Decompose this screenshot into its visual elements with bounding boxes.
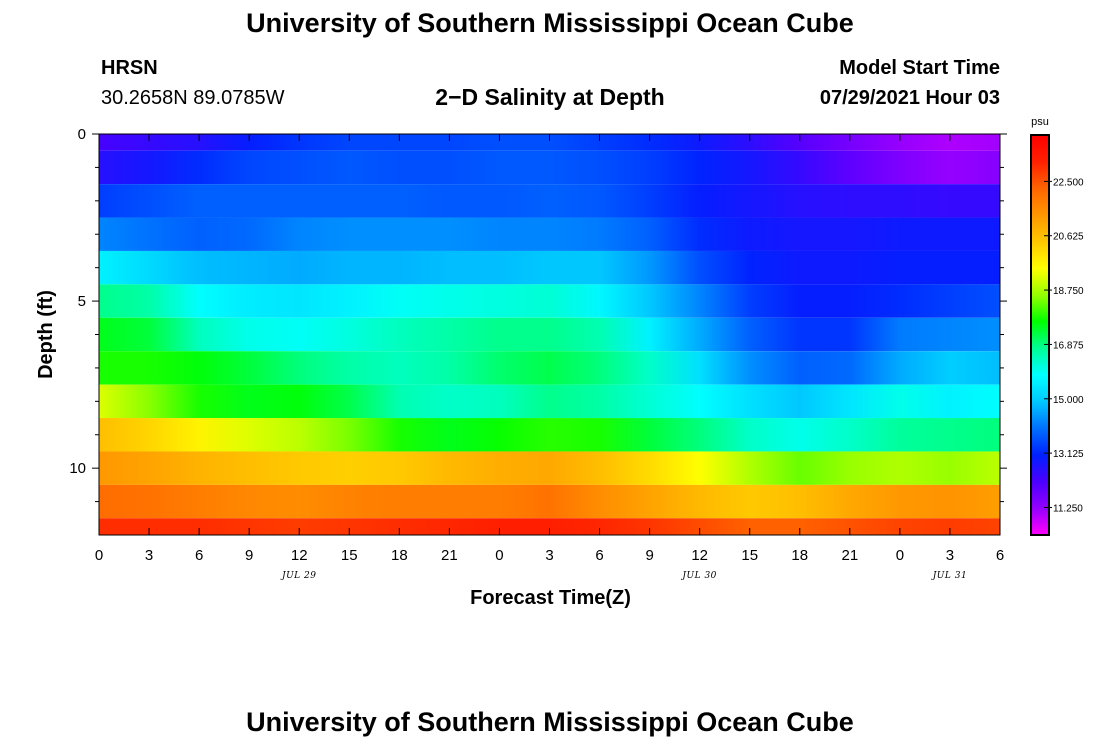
salinity-band: [99, 184, 1000, 218]
colorbar-tick-label: 11.250: [1053, 503, 1083, 514]
x-axis-label: Forecast Time(Z): [470, 587, 631, 609]
x-tick-label: 6: [996, 547, 1004, 564]
x-tick-label: 3: [946, 547, 954, 564]
x-tick-label: 18: [391, 547, 408, 564]
colorbar-tick-label: 22.500: [1053, 177, 1084, 188]
x-tick-label: 0: [495, 547, 503, 564]
salinity-band: [99, 451, 1000, 485]
colorbar-tick-label: 16.875: [1053, 340, 1084, 351]
x-tick-label: 18: [791, 547, 808, 564]
salinity-band-surface: [99, 134, 1000, 151]
x-tick-label: 0: [896, 547, 904, 564]
model-start-value: 07/29/2021 Hour 03: [819, 87, 1000, 109]
x-tick-label: 15: [741, 547, 758, 564]
x-tick-label: 12: [691, 547, 708, 564]
x-tick-label: 9: [645, 547, 653, 564]
x-tick-label: 9: [245, 547, 253, 564]
x-tick-label: 6: [195, 547, 203, 564]
x-date-label: JUL 29: [280, 571, 316, 581]
colorbar-tick-label: 15.000: [1053, 395, 1084, 406]
salinity-band: [99, 384, 1000, 419]
salinity-band: [99, 418, 1000, 452]
salinity-band: [99, 484, 1000, 519]
salinity-band: [99, 284, 1000, 318]
salinity-band: [99, 217, 1000, 251]
x-tick-label: 3: [545, 547, 553, 564]
x-tick-label: 6: [595, 547, 603, 564]
y-tick-label: 0: [78, 126, 86, 143]
salinity-band: [99, 518, 1000, 535]
salinity-band: [99, 150, 1000, 185]
colorbar-tick-label: 13.125: [1053, 449, 1084, 460]
x-tick-label: 12: [291, 547, 308, 564]
y-tick-label: 10: [69, 460, 86, 477]
station-coordinates: 30.2658N 89.0785W: [101, 87, 285, 109]
x-tick-label: 0: [95, 547, 103, 564]
x-tick-label: 21: [441, 547, 458, 564]
x-date-label: JUL 31: [931, 571, 967, 581]
colorbar: [1030, 134, 1050, 536]
x-tick-label: 21: [841, 547, 858, 564]
salinity-band: [99, 250, 1000, 285]
y-tick-label: 5: [78, 293, 86, 310]
page-title-top: University of Southern Mississippi Ocean…: [246, 8, 854, 38]
x-tick-label: 3: [145, 547, 153, 564]
x-tick-label: 15: [341, 547, 358, 564]
colorbar-tick-label: 20.625: [1053, 232, 1084, 243]
colorbar-tick-label: 18.750: [1053, 286, 1084, 297]
salinity-band: [99, 351, 1000, 385]
page-title-bottom: University of Southern Mississippi Ocean…: [246, 707, 854, 737]
x-date-label: JUL 30: [680, 571, 716, 581]
model-start-label: Model Start Time: [839, 57, 1000, 79]
station-id: HRSN: [101, 57, 158, 79]
salinity-band: [99, 317, 1000, 352]
y-axis-label: Depth (ft): [35, 290, 57, 379]
plot-title: 2−D Salinity at Depth: [435, 84, 665, 110]
colorbar-unit-label: psu: [1031, 116, 1049, 128]
